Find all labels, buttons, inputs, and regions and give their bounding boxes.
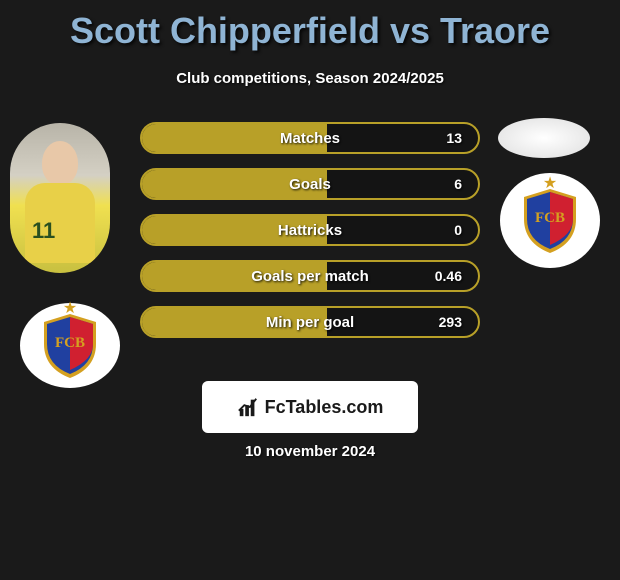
club-right-badge: ★ FCB	[500, 173, 600, 268]
shield-icon: ★ FCB	[520, 187, 580, 255]
stat-row-matches: Matches 13	[140, 122, 480, 154]
stat-row-min-per-goal: Min per goal 293	[140, 306, 480, 338]
stat-value: 0.46	[435, 262, 462, 290]
svg-text:FCB: FCB	[55, 335, 85, 351]
stat-value: 293	[439, 308, 462, 336]
brand-text: FcTables.com	[265, 397, 384, 418]
stat-value: 6	[454, 170, 462, 198]
star-icon: ★	[63, 298, 77, 318]
stat-value: 0	[454, 216, 462, 244]
stat-row-hattricks: Hattricks 0	[140, 214, 480, 246]
stat-label: Goals per match	[142, 262, 478, 290]
page-title: Scott Chipperfield vs Traore	[0, 0, 620, 52]
stat-row-goals: Goals 6	[140, 168, 480, 200]
brand-logo[interactable]: FcTables.com	[202, 381, 418, 433]
player-left-avatar: 11	[10, 123, 110, 273]
avatar-head	[42, 141, 78, 185]
stat-label: Matches	[142, 124, 478, 152]
stat-label: Min per goal	[142, 308, 478, 336]
player-right-avatar	[498, 118, 590, 158]
jersey-number: 11	[32, 218, 55, 244]
club-left-badge: ★ FCB	[20, 303, 120, 388]
stat-label: Hattricks	[142, 216, 478, 244]
shield-icon: ★ FCB	[40, 312, 100, 380]
stat-label: Goals	[142, 170, 478, 198]
subtitle: Club competitions, Season 2024/2025	[0, 70, 620, 87]
stat-row-goals-per-match: Goals per match 0.46	[140, 260, 480, 292]
chart-icon	[237, 396, 259, 418]
stats-container: Matches 13 Goals 6 Hattricks 0 Goals per…	[140, 122, 480, 352]
date-text: 10 november 2024	[0, 443, 620, 460]
star-icon: ★	[543, 173, 557, 193]
stat-value: 13	[446, 124, 462, 152]
svg-text:FCB: FCB	[535, 210, 565, 226]
